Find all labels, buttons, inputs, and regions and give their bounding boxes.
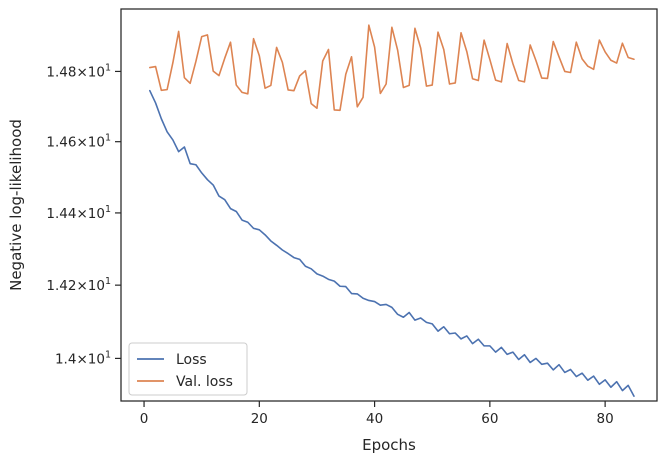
legend-label: Val. loss bbox=[176, 374, 233, 390]
x-axis-label: Epochs bbox=[362, 436, 416, 454]
y-tick-times: × bbox=[76, 64, 87, 80]
plot-frame bbox=[120, 8, 658, 402]
y-tick-label: 1.46×101 bbox=[46, 133, 111, 151]
x-tick-label: 20 bbox=[251, 411, 268, 427]
y-tick-mantissa: 1.44 bbox=[46, 206, 76, 222]
x-tick-label: 80 bbox=[597, 411, 614, 427]
legend-label: Loss bbox=[176, 352, 207, 368]
x-axis: 0 20 40 60 80 bbox=[140, 401, 614, 427]
y-tick-exponent: 1 bbox=[105, 133, 111, 144]
y-tick-mantissa: 1.46 bbox=[46, 135, 76, 151]
y-tick-label: 1.48×101 bbox=[46, 62, 111, 80]
y-tick-mantissa: 1.4 bbox=[55, 351, 76, 367]
y-tick-base: 10 bbox=[88, 206, 105, 222]
series-line-val-loss bbox=[149, 24, 635, 112]
x-tick-label: 40 bbox=[366, 411, 383, 427]
y-tick-exponent: 1 bbox=[105, 204, 111, 215]
plot-area bbox=[149, 24, 635, 397]
y-tick-mantissa: 1.48 bbox=[46, 64, 76, 80]
legend-box bbox=[128, 342, 248, 396]
y-tick-label: 1.4×101 bbox=[55, 349, 111, 367]
y-tick-times: × bbox=[76, 351, 87, 367]
y-tick-label: 1.42×101 bbox=[46, 276, 111, 294]
x-tick-label: 60 bbox=[481, 411, 498, 427]
y-tick-exponent: 1 bbox=[105, 276, 111, 287]
y-axis-label: Negative log-likelihood bbox=[7, 119, 25, 291]
series-line-loss bbox=[149, 89, 635, 397]
y-tick-base: 10 bbox=[88, 351, 105, 367]
legend: Loss Val. loss bbox=[128, 342, 248, 396]
y-tick-times: × bbox=[76, 135, 87, 151]
y-tick-label: 1.44×101 bbox=[46, 204, 111, 222]
y-tick-times: × bbox=[76, 278, 87, 294]
y-tick-exponent: 1 bbox=[105, 349, 111, 360]
x-tick-label: 0 bbox=[140, 411, 149, 427]
y-tick-exponent: 1 bbox=[105, 62, 111, 73]
y-tick-mantissa: 1.42 bbox=[46, 278, 76, 294]
y-tick-base: 10 bbox=[88, 135, 105, 151]
y-tick-base: 10 bbox=[88, 278, 105, 294]
y-tick-base: 10 bbox=[88, 64, 105, 80]
y-tick-times: × bbox=[76, 206, 87, 222]
